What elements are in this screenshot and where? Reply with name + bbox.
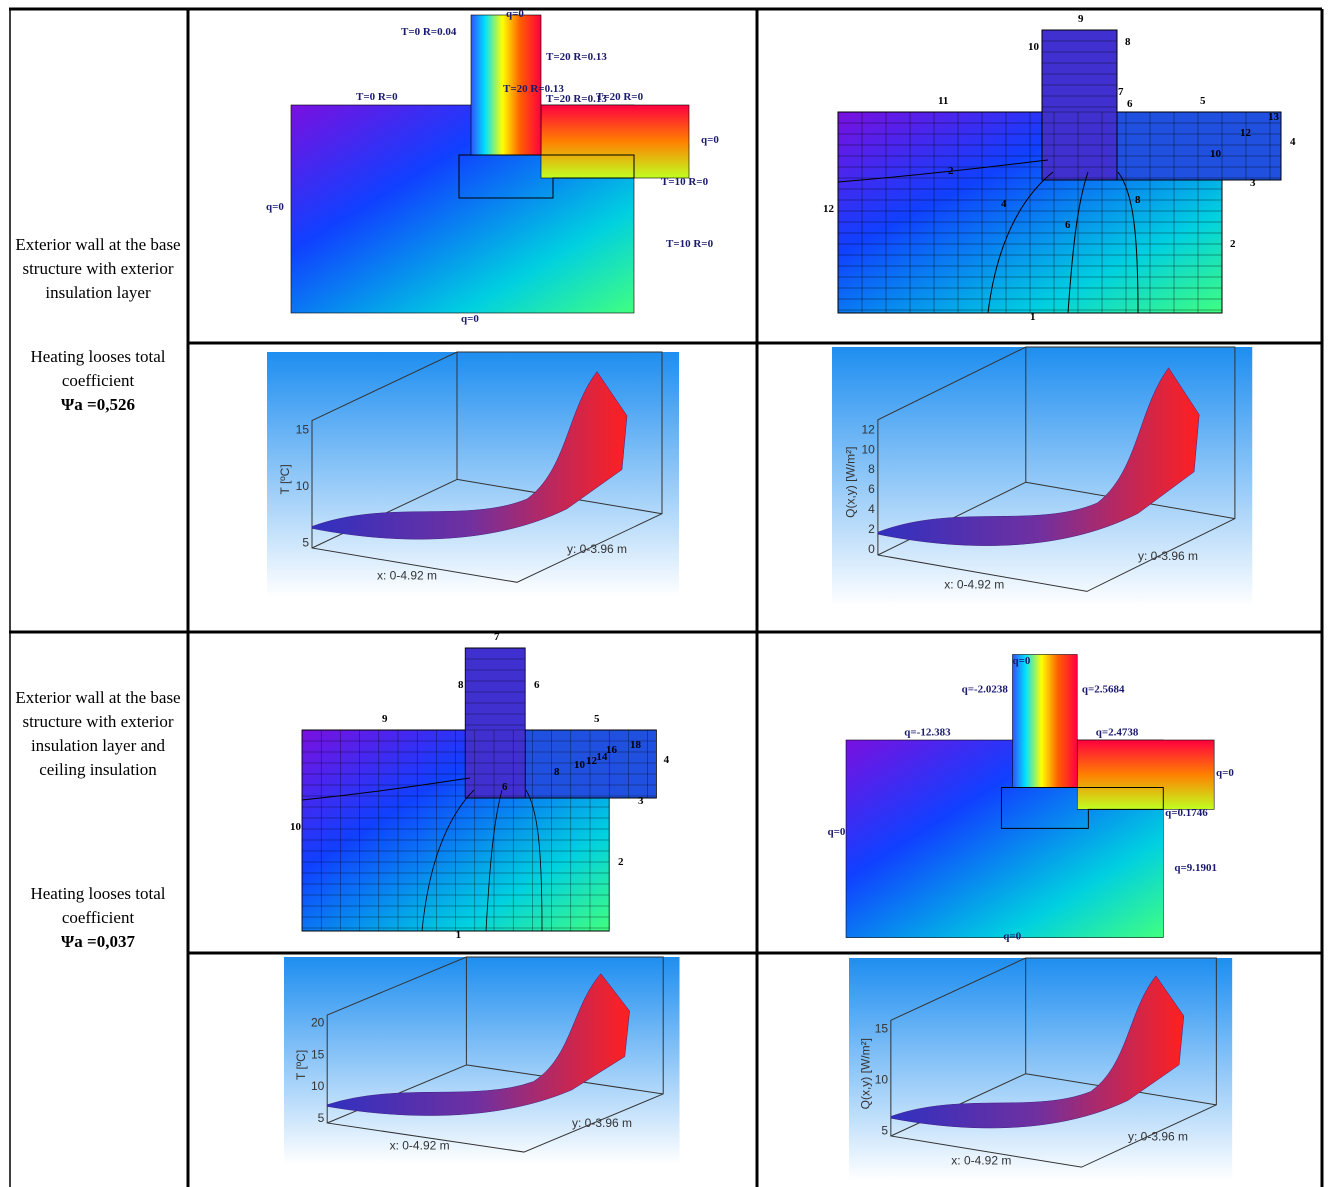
boundary-label: q=-2.0238 — [962, 684, 1009, 696]
figures: q=0T=0 R=0.04T=20 R=0.13T=0 R=0T=20 R=0.… — [0, 0, 1328, 1187]
mesh-label: 8 — [554, 766, 560, 778]
mesh-label: 3 — [638, 795, 644, 807]
plot-background — [849, 958, 1232, 1181]
mesh-label: 18 — [630, 739, 642, 751]
mesh-label: 10 — [1028, 41, 1040, 53]
tick-label: 10 — [861, 442, 875, 456]
boundary-label: T=20 R=0 — [596, 91, 644, 103]
mesh-label: 3 — [1250, 177, 1256, 189]
boundary-map — [291, 15, 689, 313]
boundary-label: T=10 R=0 — [666, 238, 714, 250]
mesh-label: 13 — [1268, 111, 1280, 123]
mesh-label: 8 — [1135, 194, 1141, 206]
boundary-label: q=2.4738 — [1096, 726, 1139, 738]
mesh-label: 16 — [606, 744, 618, 756]
boundary-label: q=0 — [266, 201, 284, 213]
wall-region — [1013, 655, 1078, 788]
mesh-label: 2 — [1230, 238, 1236, 250]
mesh-label: 4 — [1001, 198, 1007, 210]
plot-background — [267, 352, 679, 597]
boundary-label: q=0 — [1013, 655, 1031, 667]
mesh-label: 6 — [534, 679, 540, 691]
tick-label: 0 — [868, 542, 875, 556]
boundary-label: T=10 R=0 — [661, 176, 709, 188]
boundary-label: q=-12.383 — [904, 726, 951, 738]
x-range: x: 0-4.92 m — [377, 568, 437, 582]
slab-region — [1077, 740, 1214, 809]
mesh-label: 7 — [1118, 86, 1124, 98]
y-range: y: 0-3.96 m — [567, 542, 627, 556]
mesh-label: 4 — [664, 754, 670, 766]
mesh-label: 10 — [1210, 148, 1222, 160]
boundary-label: q=0 — [1003, 931, 1021, 943]
tick-label: 15 — [875, 1021, 889, 1035]
mesh-label: 9 — [382, 713, 388, 725]
tick-label: 5 — [881, 1124, 888, 1138]
mesh-label: 1 — [456, 929, 462, 941]
mesh-label: 6 — [1127, 98, 1133, 110]
boundary-label: q=0 — [461, 313, 479, 325]
boundary-label: q=0 — [828, 826, 846, 838]
plot-background — [832, 347, 1252, 607]
tick-label: 15 — [296, 423, 310, 437]
y-range: y: 0-3.96 m — [572, 1116, 632, 1130]
y-range: y: 0-3.96 m — [1138, 549, 1198, 563]
mesh-map — [302, 648, 656, 931]
tick-label: 10 — [311, 1079, 325, 1093]
axis-label: T [ºC] — [294, 1050, 308, 1080]
axis-label: Q(x,y) [W/m²] — [843, 447, 857, 518]
mesh-label: 1 — [1030, 311, 1036, 323]
mesh-label: 6 — [502, 781, 508, 793]
mesh-label: 5 — [594, 713, 600, 725]
tick-label: 10 — [296, 479, 310, 493]
tick-label: 10 — [875, 1073, 889, 1087]
axis-label: Q(x,y) [W/m²] — [858, 1038, 872, 1109]
mesh-label: 9 — [1078, 13, 1084, 25]
mesh-label: 2 — [618, 856, 624, 868]
boundary-label: q=9.1901 — [1174, 862, 1217, 874]
tick-label: 6 — [868, 482, 875, 496]
tick-label: 5 — [318, 1111, 325, 1125]
mesh-label: 11 — [938, 95, 948, 107]
mesh-label: 10 — [290, 821, 302, 833]
mesh-label: 4 — [1290, 136, 1296, 148]
mesh-label: 8 — [458, 679, 464, 691]
tick-label: 15 — [311, 1047, 325, 1061]
plot-background — [284, 957, 680, 1165]
mesh-label: 5 — [1200, 95, 1206, 107]
mesh-label: 6 — [1065, 219, 1071, 231]
mesh-label: 2 — [948, 165, 954, 177]
mesh-label: 12 — [823, 203, 835, 215]
mesh-label: 12 — [1240, 127, 1252, 139]
tick-label: 12 — [861, 422, 875, 436]
wall-region — [465, 648, 525, 798]
slab-region — [541, 105, 689, 178]
tick-label: 5 — [302, 535, 309, 549]
tick-label: 20 — [311, 1016, 325, 1030]
boundary-label: q=0 — [701, 134, 719, 146]
boundary-label: T=0 R=0.04 — [401, 26, 457, 38]
boundary-map — [846, 655, 1214, 938]
x-range: x: 0-4.92 m — [390, 1139, 450, 1153]
wall-region — [1042, 30, 1117, 180]
boundary-label: T=20 R=0.13 — [546, 51, 607, 63]
mesh-map — [838, 30, 1281, 313]
tick-label: 4 — [868, 502, 875, 516]
boundary-label: q=0.1746 — [1165, 807, 1208, 819]
tick-label: 8 — [868, 462, 875, 476]
mesh-label: 8 — [1125, 36, 1131, 48]
x-range: x: 0-4.92 m — [951, 1153, 1011, 1167]
page: Exterior wall at the base structure with… — [0, 0, 1328, 1187]
y-range: y: 0-3.96 m — [1128, 1129, 1188, 1143]
slab-region — [1117, 112, 1281, 180]
boundary-label: q=2.5684 — [1082, 684, 1125, 696]
boundary-label: q=0 — [1216, 767, 1234, 779]
axis-label: T [ºC] — [278, 464, 292, 494]
boundary-label: T=0 R=0 — [356, 91, 398, 103]
x-range: x: 0-4.92 m — [944, 577, 1004, 591]
tick-label: 2 — [868, 522, 875, 536]
mesh-label: 10 — [574, 759, 586, 771]
